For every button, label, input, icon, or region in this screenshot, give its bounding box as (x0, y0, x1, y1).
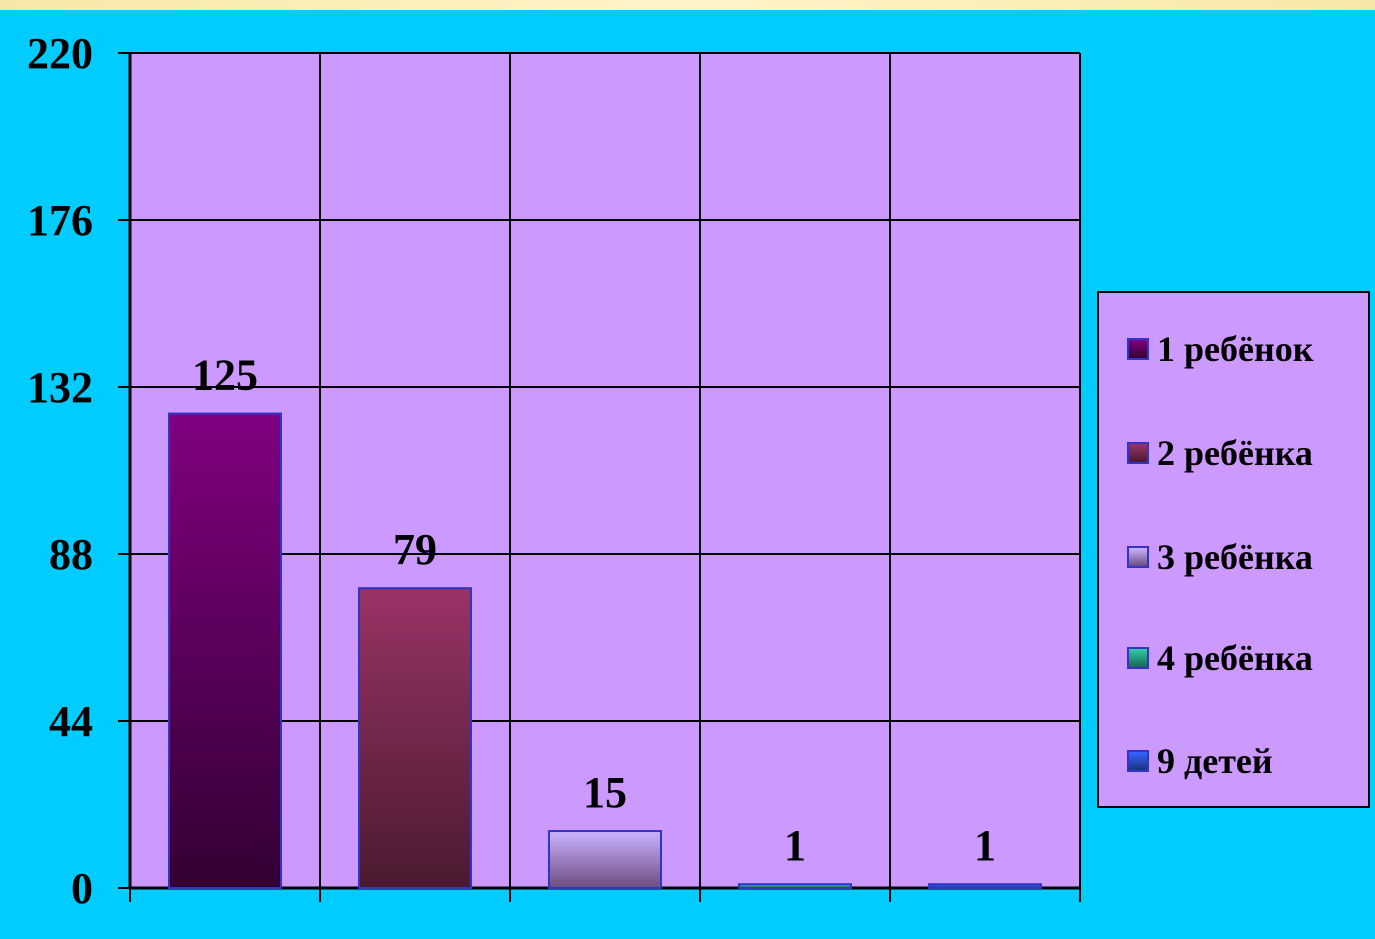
y-tick-label: 176 (27, 196, 93, 245)
bars (168, 412, 1042, 890)
legend-swatch (1127, 750, 1149, 772)
y-tick-label: 0 (71, 864, 93, 913)
legend-swatch (1127, 647, 1149, 669)
legend-label: 1 ребёнок (1157, 329, 1314, 369)
legend-swatch (1127, 338, 1149, 360)
y-axis-tick-labels: 0 44 88 132 176 220 (27, 29, 93, 913)
legend-item-3: 3 ребёнка (1127, 537, 1313, 577)
legend-label: 2 ребёнка (1157, 433, 1313, 473)
top-decorative-strip (0, 0, 1375, 10)
data-label-1: 125 (192, 351, 258, 400)
legend-swatch (1127, 546, 1149, 568)
y-tick-label: 88 (49, 530, 93, 579)
data-label-3: 15 (583, 768, 627, 817)
bar-4 (738, 883, 852, 889)
bar-5 (928, 883, 1042, 889)
legend-item-1: 1 ребёнок (1127, 329, 1313, 369)
y-tick-label: 44 (49, 697, 93, 746)
legend-label: 3 ребёнка (1157, 537, 1313, 577)
bar-2 (358, 587, 472, 890)
bar-3 (548, 830, 662, 889)
legend-item-4: 4 ребёнка (1127, 638, 1313, 678)
legend-label: 4 ребёнка (1157, 638, 1313, 678)
plot-area (130, 53, 1080, 888)
legend-item-2: 2 ребёнка (1127, 433, 1313, 473)
y-tick-label: 132 (27, 363, 93, 412)
legend-item-5: 9 детей (1127, 741, 1273, 781)
chart-legend: 1 ребёнок 2 ребёнка 3 ребёнка 4 ребёнка 9 де… (1097, 291, 1370, 808)
bar-1 (168, 412, 282, 889)
data-labels: 125 79 15 1 1 (192, 351, 996, 871)
y-tick-label: 220 (27, 29, 93, 78)
data-label-4: 1 (784, 821, 806, 870)
data-label-2: 79 (393, 525, 437, 574)
data-label-5: 1 (974, 821, 996, 870)
legend-swatch (1127, 442, 1149, 464)
legend-label: 9 детей (1157, 741, 1273, 781)
